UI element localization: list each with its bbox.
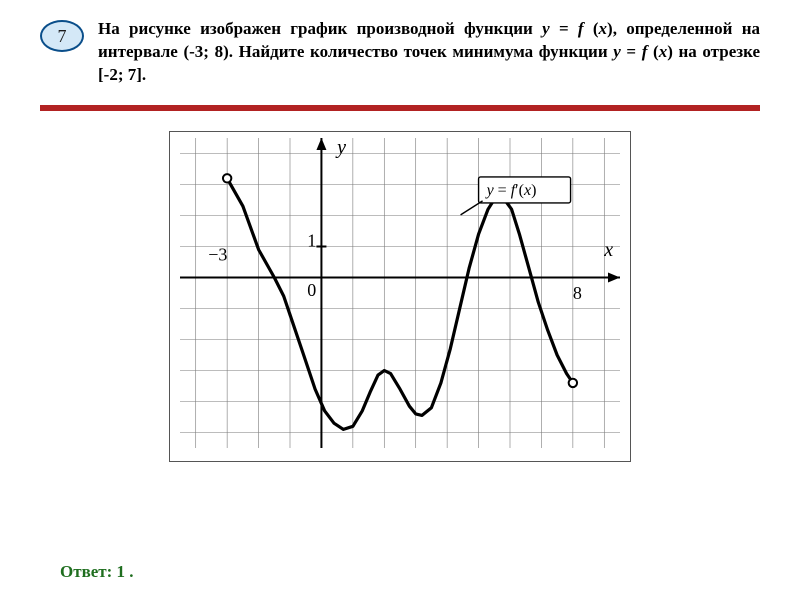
figure-container: x y −3 1 0 8 y = f′(x) [40, 131, 760, 462]
svg-text:y = f′(x): y = f′(x) [485, 182, 537, 199]
header-block: 7 На рисунке изображен график производно… [40, 18, 760, 87]
svg-text:−3: −3 [208, 244, 227, 264]
svg-text:1: 1 [307, 230, 316, 250]
figure-box: x y −3 1 0 8 y = f′(x) [169, 131, 631, 462]
svg-text:0: 0 [307, 280, 316, 300]
problem-text: На рисунке изображен график производной … [98, 18, 760, 87]
derivative-graph: x y −3 1 0 8 y = f′(x) [180, 138, 620, 448]
answer-text: Ответ: 1 . [60, 562, 134, 582]
problem-number-badge: 7 [40, 20, 84, 52]
svg-text:x: x [603, 239, 613, 261]
svg-text:8: 8 [573, 283, 582, 303]
problem-number: 7 [58, 26, 67, 47]
svg-text:y: y [335, 138, 346, 158]
divider-rule [40, 105, 760, 111]
